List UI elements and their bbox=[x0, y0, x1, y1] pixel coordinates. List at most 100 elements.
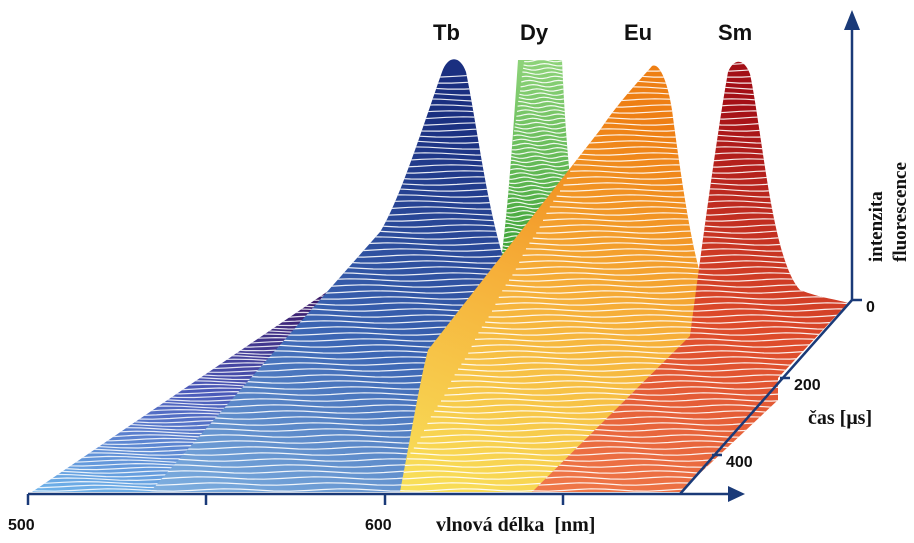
time-slice-line bbox=[233, 332, 520, 336]
axes bbox=[26, 10, 862, 505]
time-slice-line bbox=[519, 260, 730, 264]
time-slice-line bbox=[444, 392, 730, 396]
time-slice-line bbox=[229, 338, 520, 342]
time-slice-line bbox=[240, 320, 520, 324]
time-slice-line bbox=[707, 57, 914, 59]
time-slice-line bbox=[197, 392, 520, 396]
time-slice-line bbox=[508, 278, 730, 282]
time-slice-line bbox=[631, 65, 730, 66]
time-slice-line bbox=[506, 184, 580, 189]
time-slice-line bbox=[384, 80, 520, 84]
time-slice-line bbox=[208, 374, 520, 378]
time-slice-line bbox=[668, 146, 848, 150]
time-slice-line bbox=[675, 128, 848, 132]
time-slice-line bbox=[590, 134, 730, 138]
time-slice-line bbox=[686, 104, 848, 108]
time-slice-line bbox=[457, 368, 730, 372]
time-slice-line bbox=[193, 398, 520, 402]
time-slice-line bbox=[186, 410, 520, 414]
time-slice-line bbox=[587, 140, 730, 144]
peak-label-tb: Tb bbox=[433, 20, 460, 45]
time-slice-line bbox=[506, 180, 580, 185]
time-slice-line bbox=[683, 110, 848, 114]
time-slice-line bbox=[556, 194, 730, 198]
time-slice-line bbox=[678, 122, 848, 126]
time-slice-line bbox=[712, 45, 914, 47]
time-slice-line bbox=[515, 266, 730, 270]
time-slice-line bbox=[576, 158, 730, 162]
time-slice-line bbox=[464, 356, 730, 360]
time-slice-line bbox=[694, 86, 848, 90]
time-slice-line bbox=[201, 386, 520, 390]
time-slice-line bbox=[373, 98, 520, 102]
time-slice-line bbox=[247, 308, 520, 312]
time-slice-line bbox=[488, 314, 730, 318]
time-slice-line bbox=[580, 152, 730, 156]
time-slice-line bbox=[502, 290, 730, 294]
time-slice-line bbox=[583, 146, 730, 150]
time-tick-label-200: 200 bbox=[794, 377, 821, 394]
time-slice-line bbox=[670, 140, 848, 144]
peak-label-dy: Dy bbox=[520, 20, 549, 45]
time-slice-line bbox=[604, 110, 730, 114]
time-slice-line bbox=[508, 167, 580, 172]
time-slice-line bbox=[681, 116, 848, 120]
x-axis-arrow bbox=[728, 486, 745, 502]
time-slice-line bbox=[688, 98, 848, 102]
time-slice-line bbox=[461, 362, 730, 366]
x-tick-label-500: 500 bbox=[8, 517, 35, 534]
time-slice-line bbox=[509, 159, 580, 164]
time-slice-line bbox=[691, 92, 848, 96]
time-slice-line bbox=[366, 110, 520, 114]
time-slice-line bbox=[512, 142, 580, 147]
z-axis-arrow bbox=[844, 10, 860, 30]
time-slice-line bbox=[573, 164, 730, 168]
time-slice-line bbox=[512, 272, 730, 276]
time-slice-line bbox=[505, 284, 730, 288]
time-slice-line bbox=[513, 130, 580, 134]
time-slice-line bbox=[215, 362, 520, 366]
time-slice-line bbox=[638, 51, 914, 53]
x-tick-label-600: 600 bbox=[365, 517, 392, 534]
time-slice-line bbox=[219, 356, 520, 360]
time-slice-line bbox=[370, 104, 520, 108]
time-slice-line bbox=[566, 176, 730, 180]
time-axis-title: čas [μs] bbox=[808, 407, 872, 429]
time-slice-line bbox=[563, 182, 730, 186]
time-slice-line bbox=[471, 344, 730, 348]
time-slice-line bbox=[255, 296, 520, 300]
time-slice-line bbox=[593, 128, 730, 132]
time-tick-label-0: 0 bbox=[866, 299, 875, 316]
time-slice-line bbox=[509, 163, 580, 168]
time-slice-line bbox=[478, 332, 730, 336]
time-slice-line bbox=[642, 45, 914, 47]
time-slice-line bbox=[474, 338, 730, 342]
time-slice-line bbox=[624, 74, 730, 78]
time-slice-line bbox=[511, 146, 580, 151]
time-slice-line bbox=[226, 344, 520, 348]
time-slice-line bbox=[525, 51, 625, 53]
time-slice-line bbox=[363, 116, 520, 120]
time-slice-line bbox=[635, 57, 914, 59]
time-slice-line bbox=[355, 128, 520, 132]
time-slice-line bbox=[498, 296, 730, 300]
time-slice-line bbox=[454, 374, 730, 378]
time-slice-line bbox=[481, 326, 730, 330]
time-slice-line bbox=[515, 121, 580, 126]
time-slice-line bbox=[597, 122, 730, 126]
time-slice-line bbox=[627, 68, 730, 72]
time-slice-line bbox=[495, 302, 730, 306]
time-slice-line bbox=[381, 86, 520, 90]
time-slice-line bbox=[507, 172, 580, 176]
time-slice-line bbox=[388, 74, 520, 78]
time-slice-line bbox=[211, 368, 520, 372]
time-slice-line bbox=[251, 302, 520, 306]
time-slice-line bbox=[525, 55, 625, 57]
time-slice-line bbox=[485, 320, 730, 324]
time-slice-line bbox=[468, 350, 730, 354]
z-axis-title-line1: intenzita bbox=[866, 191, 887, 262]
time-slice-line bbox=[710, 51, 914, 53]
time-slice-line bbox=[510, 155, 580, 159]
time-axis-line bbox=[679, 299, 853, 495]
time-tick-label-400: 400 bbox=[726, 454, 753, 471]
